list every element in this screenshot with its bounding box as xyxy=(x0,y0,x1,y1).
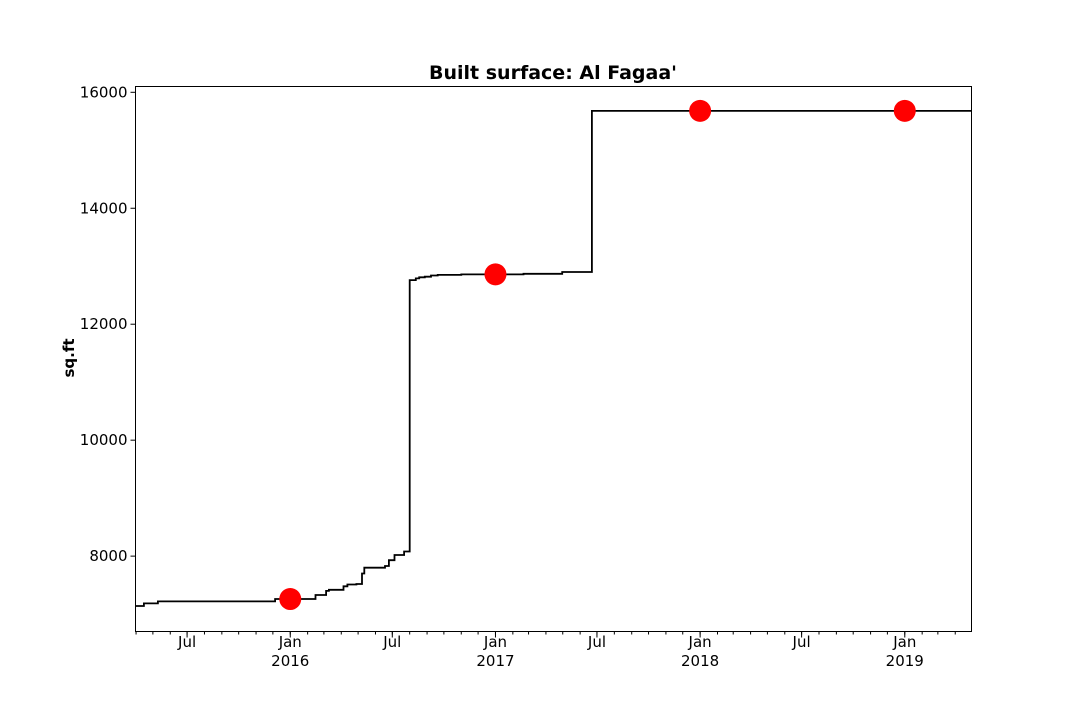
data-point-marker xyxy=(689,99,712,122)
x-tick-year-label: 2018 xyxy=(681,652,719,670)
axes-frame xyxy=(135,86,972,632)
x-tick-year-label: 2016 xyxy=(271,652,309,670)
data-point-marker xyxy=(279,588,302,611)
y-tick-label: 8000 xyxy=(89,547,127,565)
x-tick-label: Jul xyxy=(792,633,811,651)
x-tick-label: Jan xyxy=(278,633,302,651)
y-tick-label: 12000 xyxy=(80,315,128,333)
x-tick-year-label: 2017 xyxy=(476,652,514,670)
step-line xyxy=(135,110,972,607)
x-tick-label: Jan xyxy=(892,633,916,651)
plot-area xyxy=(135,99,972,611)
data-point-marker xyxy=(484,263,507,286)
x-tick-label: Jul xyxy=(177,633,196,651)
y-tick-label: 16000 xyxy=(80,83,128,101)
x-tick-year-label: 2019 xyxy=(886,652,924,670)
x-tick-label: Jan xyxy=(483,633,507,651)
x-tick-label: Jul xyxy=(587,633,606,651)
y-tick-label: 14000 xyxy=(80,199,128,217)
y-axis-label: sq.ft xyxy=(60,338,78,377)
x-tick-label: Jan xyxy=(688,633,712,651)
data-point-marker xyxy=(893,99,916,122)
x-tick-label: Jul xyxy=(382,633,401,651)
y-axis-ticks: 8000 10000 12000 14000 16000 xyxy=(80,83,136,565)
y-tick-label: 10000 xyxy=(80,431,128,449)
chart-title: Built surface: Al Fagaa' xyxy=(429,62,677,84)
